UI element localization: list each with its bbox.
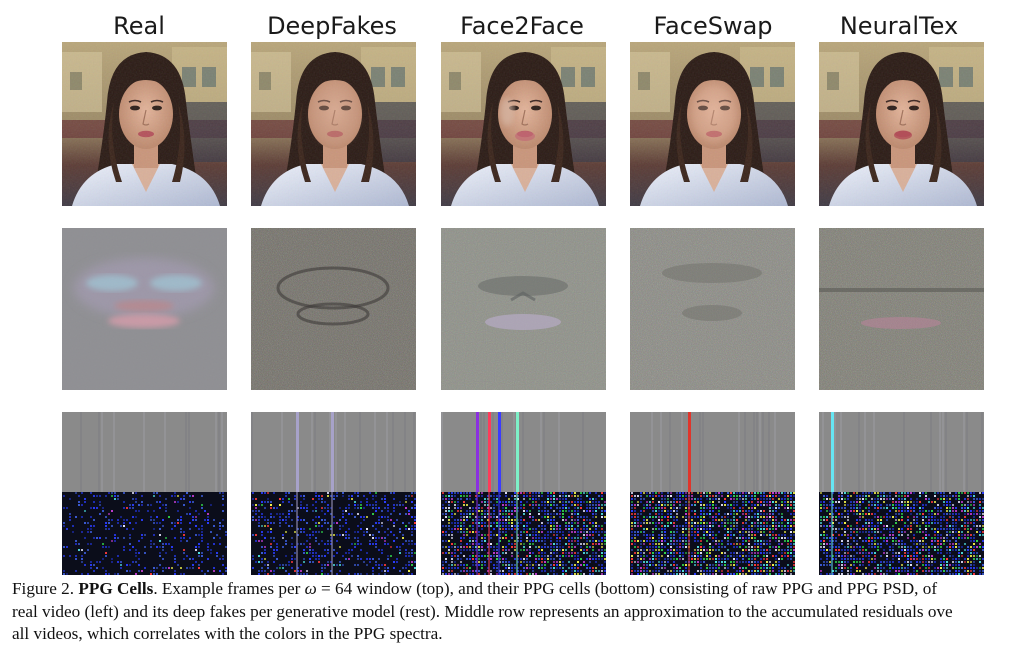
caption-omega: ω — [304, 579, 317, 598]
figure-caption: Figure 2. PPG Cells. Example frames per … — [12, 578, 1023, 654]
column-title-deepfakes: DeepFakes — [267, 12, 397, 40]
caption-line-2: real video (left) and its deep fakes per… — [12, 601, 953, 621]
residual-real — [62, 228, 227, 390]
ppg-cell-faceswap — [630, 412, 795, 575]
column-title-faceswap: FaceSwap — [653, 12, 773, 40]
residual-face2face — [441, 228, 606, 390]
caption-line-3: all videos, which correlates with the co… — [12, 624, 443, 643]
ppg-cell-face2face — [441, 412, 606, 575]
residual-deepfakes — [251, 228, 416, 390]
caption-label: Figure 2. — [12, 579, 75, 598]
frame-deepfakes — [251, 42, 416, 206]
column-title-face2face: Face2Face — [460, 12, 584, 40]
frame-faceswap — [630, 42, 795, 206]
caption-bold-title: PPG Cells — [78, 579, 154, 598]
caption-text-1a: . Example frames per — [153, 579, 305, 598]
column-title-real: Real — [113, 12, 165, 40]
residual-faceswap — [630, 228, 795, 390]
caption-text-1b: = 64 window (top), and their PPG cells (… — [316, 579, 938, 598]
frame-face2face — [441, 42, 606, 206]
residual-neuraltex — [819, 228, 984, 390]
ppg-cell-real — [62, 412, 227, 575]
column-title-neuraltex: NeuralTex — [839, 12, 959, 40]
frame-neuraltex — [819, 42, 984, 206]
caption-line-1: Figure 2. PPG Cells. Example frames per … — [12, 578, 1023, 601]
frame-real — [62, 42, 227, 206]
ppg-cell-neuraltex — [819, 412, 984, 575]
ppg-cell-deepfakes — [251, 412, 416, 575]
